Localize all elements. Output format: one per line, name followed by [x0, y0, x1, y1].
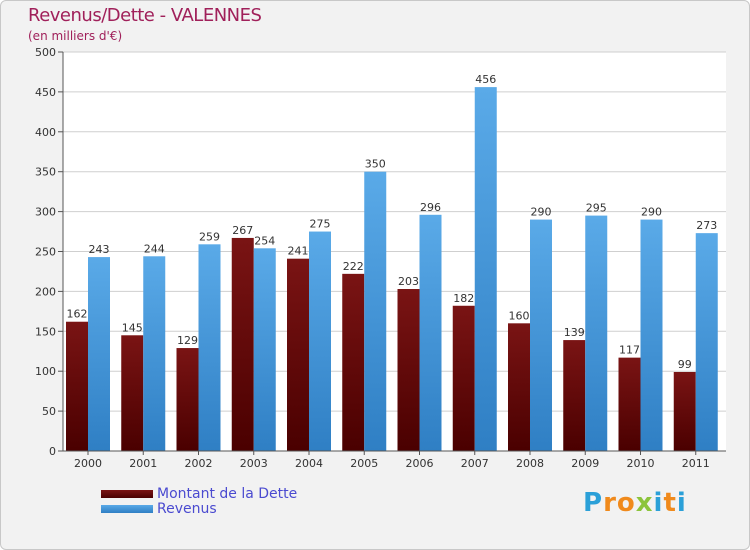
bar-revenus-2009 — [585, 215, 608, 451]
value-label-dette-2006: 203 — [398, 275, 419, 288]
bar-revenus-2006 — [419, 214, 442, 451]
bar-revenus-2001 — [143, 256, 166, 451]
bar-dette-2011 — [673, 371, 696, 451]
value-label-revenus-2007: 456 — [475, 73, 496, 86]
x-tick-label-2011: 2011 — [682, 457, 710, 470]
logo-letter: x — [635, 488, 654, 518]
bars — [66, 87, 718, 451]
value-label-revenus-2008: 290 — [531, 206, 552, 219]
x-tick-label-2001: 2001 — [129, 457, 157, 470]
chart-subtitle: (en milliers d'€) — [28, 29, 123, 43]
bar-revenus-2008 — [530, 219, 552, 451]
x-tick-label-2002: 2002 — [185, 457, 213, 470]
value-label-dette-2002: 129 — [177, 334, 198, 347]
bar-revenus-2010 — [640, 219, 663, 451]
y-tick-label-250: 250 — [35, 246, 56, 259]
bar-dette-2010 — [618, 357, 641, 451]
x-tick-label-2009: 2009 — [571, 457, 599, 470]
y-tick-label-500: 500 — [35, 46, 56, 59]
bar-revenus-2007 — [474, 87, 497, 451]
y-tick-label-350: 350 — [35, 166, 56, 179]
legend-swatch-dette — [101, 490, 153, 498]
x-tick-labels: 2000 2001 2002 2003 2004 2005 2006 2007 2008 2009… — [74, 451, 710, 470]
x-tick-label-2003: 2003 — [240, 457, 268, 470]
bar-dette-2004 — [287, 258, 309, 451]
value-label-revenus-2011: 273 — [696, 219, 717, 232]
value-label-dette-2011: 99 — [678, 358, 692, 371]
logo-letter: P — [583, 488, 604, 518]
value-label-dette-2007: 182 — [453, 292, 474, 305]
bar-revenus-2003 — [253, 248, 276, 451]
chart-title: Revenus/Dette - VALENNES — [28, 5, 262, 26]
x-tick-label-2000: 2000 — [74, 457, 102, 470]
y-tick-label-450: 450 — [35, 86, 56, 99]
value-label-dette-2010: 117 — [619, 344, 640, 357]
value-label-revenus-2001: 244 — [144, 242, 165, 255]
legend-label-revenus: Revenus — [157, 501, 217, 517]
value-label-dette-2000: 162 — [67, 308, 88, 321]
value-label-revenus-2010: 290 — [641, 206, 662, 219]
logo-letter: i — [676, 488, 687, 518]
value-label-dette-2001: 145 — [122, 321, 143, 334]
y-tick-label-300: 300 — [35, 206, 56, 219]
x-tick-label-2008: 2008 — [516, 457, 544, 470]
y-tick-labels: 0 50 100 150 200 250 300 350 400 450 500 — [35, 46, 63, 458]
y-tick-label-50: 50 — [42, 405, 56, 418]
value-label-revenus-2002: 259 — [199, 230, 220, 243]
bar-dette-2009 — [563, 340, 586, 451]
y-tick-label-0: 0 — [49, 445, 56, 458]
value-label-dette-2004: 241 — [288, 245, 309, 258]
bar-revenus-2004 — [309, 231, 331, 451]
bar-revenus-2011 — [695, 233, 718, 451]
logo-letter: o — [616, 488, 636, 518]
bar-revenus-2005 — [364, 171, 387, 451]
y-tick-label-400: 400 — [35, 126, 56, 139]
x-tick-label-2004: 2004 — [295, 457, 323, 470]
value-label-revenus-2000: 243 — [89, 243, 110, 256]
bar-revenus-2000 — [88, 257, 110, 451]
logo-letter: r — [603, 488, 617, 518]
bar-dette-2006 — [397, 289, 420, 451]
y-tick-label-100: 100 — [35, 365, 56, 378]
x-tick-label-2007: 2007 — [461, 457, 489, 470]
bar-dette-2002 — [176, 348, 199, 451]
value-label-dette-2005: 222 — [343, 260, 364, 273]
value-label-revenus-2006: 296 — [420, 201, 441, 214]
gridlines — [63, 51, 726, 452]
proxiti-logo: Proxiti — [583, 488, 687, 518]
bar-dette-2007 — [452, 305, 475, 451]
value-label-dette-2008: 160 — [509, 309, 530, 322]
logo-letter: t — [663, 488, 677, 518]
bar-dette-2005 — [342, 273, 365, 451]
y-tick-label-150: 150 — [35, 325, 56, 338]
value-label-revenus-2003: 254 — [254, 234, 275, 247]
value-label-revenus-2004: 275 — [310, 218, 331, 231]
bar-dette-2008 — [508, 323, 530, 451]
legend-swatch-revenus — [101, 505, 153, 513]
bar-revenus-2002 — [198, 244, 221, 451]
x-tick-label-2005: 2005 — [350, 457, 378, 470]
x-tick-label-2006: 2006 — [406, 457, 434, 470]
y-tick-label-200: 200 — [35, 285, 56, 298]
logo-letter: i — [653, 488, 664, 518]
value-label-revenus-2009: 295 — [586, 202, 607, 215]
value-label-revenus-2005: 350 — [365, 158, 386, 171]
bar-dette-2000 — [66, 321, 88, 451]
bar-dette-2001 — [121, 335, 144, 451]
legend-label-dette: Montant de la Dette — [157, 486, 298, 502]
bar-dette-2003 — [231, 237, 254, 451]
x-tick-label-2010: 2010 — [627, 457, 655, 470]
value-label-dette-2009: 139 — [564, 326, 585, 339]
value-label-dette-2003: 267 — [232, 224, 253, 237]
